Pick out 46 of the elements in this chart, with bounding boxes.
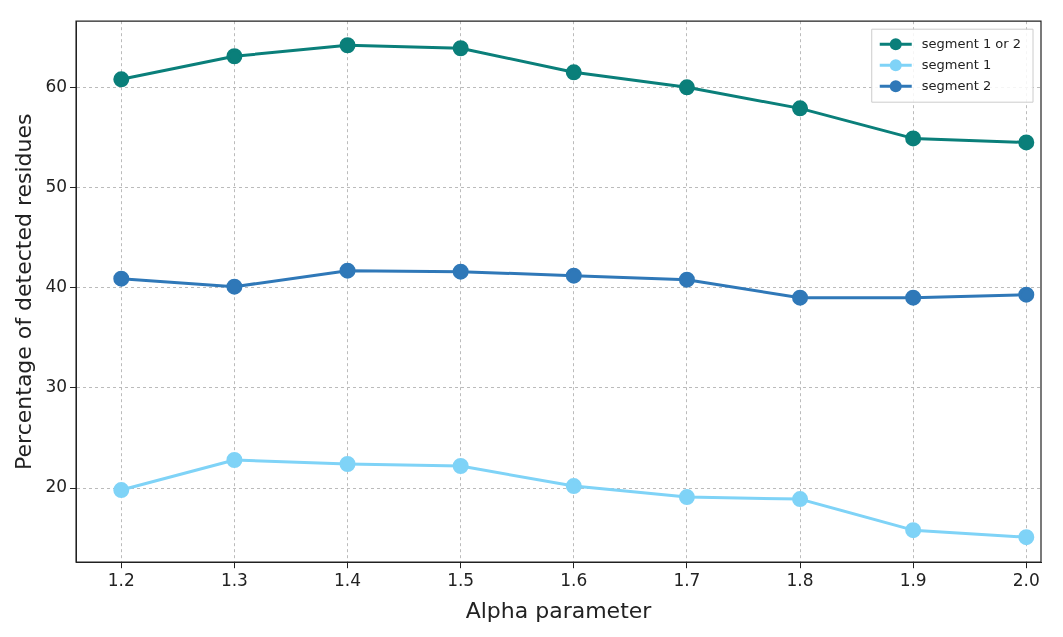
point xyxy=(905,289,922,306)
point xyxy=(678,271,695,288)
point xyxy=(565,478,582,495)
point xyxy=(678,489,695,506)
point xyxy=(905,522,922,539)
x-tick-label: 1.6 xyxy=(560,569,588,590)
point xyxy=(678,79,695,96)
point xyxy=(792,289,809,306)
y-tick-label: 40 xyxy=(45,276,68,297)
point xyxy=(1018,529,1035,546)
point xyxy=(452,263,469,280)
y-tick-label: 20 xyxy=(45,476,68,497)
point xyxy=(452,458,469,475)
x-tick-label: 1.9 xyxy=(899,569,927,590)
y-tick-label: 30 xyxy=(45,376,68,397)
point xyxy=(226,48,243,65)
point xyxy=(565,64,582,81)
point xyxy=(565,267,582,284)
x-tick-label: 1.5 xyxy=(447,569,475,590)
x-tick-label: 1.4 xyxy=(334,569,362,590)
point xyxy=(226,278,243,295)
point xyxy=(226,452,243,469)
legend-label: segment 2 xyxy=(921,77,992,93)
point xyxy=(792,100,809,117)
point xyxy=(113,482,130,499)
point xyxy=(339,37,356,54)
x-axis-title: Alpha parameter xyxy=(465,597,653,623)
point xyxy=(452,40,469,57)
point xyxy=(792,491,809,508)
legend-label: segment 1 or 2 xyxy=(921,35,1022,51)
legend-label: segment 1 xyxy=(921,56,992,72)
point xyxy=(339,456,356,473)
point xyxy=(1018,134,1035,151)
point xyxy=(339,262,356,279)
point xyxy=(113,270,130,287)
point xyxy=(113,71,130,88)
x-tick-label: 1.8 xyxy=(786,569,814,590)
y-tick-label: 50 xyxy=(45,175,68,196)
x-tick-label: 1.7 xyxy=(673,569,701,590)
y-tick-label: 60 xyxy=(45,75,68,96)
x-tick-label: 1.2 xyxy=(107,569,135,590)
x-tick-label: 2.0 xyxy=(1012,569,1040,590)
x-tick-label: 1.3 xyxy=(220,569,248,590)
y-axis-title: Percentage of detected residues xyxy=(10,113,36,470)
point xyxy=(1018,286,1035,303)
point xyxy=(905,130,922,147)
